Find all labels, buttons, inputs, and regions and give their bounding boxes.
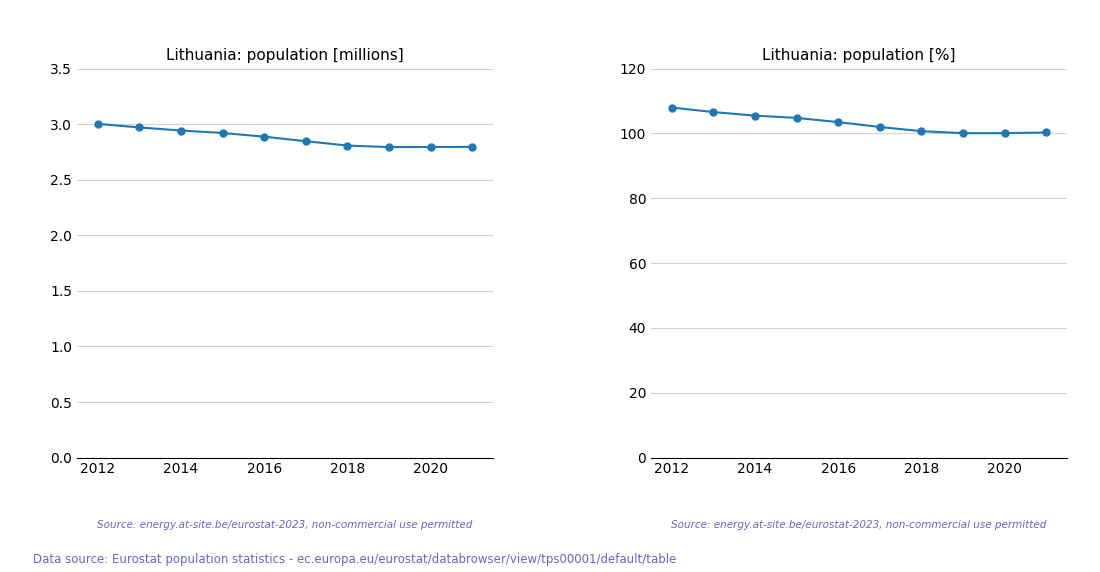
Text: Source: energy.at-site.be/eurostat-2023, non-commercial use permitted: Source: energy.at-site.be/eurostat-2023,… [671, 520, 1047, 530]
Title: Lithuania: population [millions]: Lithuania: population [millions] [166, 48, 404, 63]
Text: Data source: Eurostat population statistics - ec.europa.eu/eurostat/databrowser/: Data source: Eurostat population statist… [33, 553, 676, 566]
Title: Lithuania: population [%]: Lithuania: population [%] [762, 48, 956, 63]
Text: Source: energy.at-site.be/eurostat-2023, non-commercial use permitted: Source: energy.at-site.be/eurostat-2023,… [97, 520, 473, 530]
